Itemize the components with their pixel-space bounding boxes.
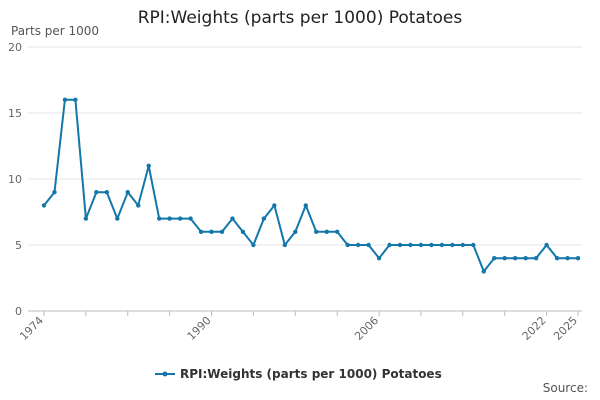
data-point-1993 <box>240 229 246 234</box>
data-point-1991 <box>219 229 225 234</box>
y-tick-label-0: 0 <box>15 305 22 318</box>
data-point-2005 <box>366 242 371 248</box>
x-tick-label-1974: 1974 <box>17 314 46 343</box>
data-point-1985 <box>156 216 162 221</box>
x-tick-label-1990: 1990 <box>185 314 214 343</box>
y-axis-unit-label: Parts per 1000 <box>11 24 100 38</box>
data-point-1992 <box>230 216 235 221</box>
data-point-1998 <box>293 229 298 234</box>
data-point-2019 <box>512 256 518 261</box>
data-point-2012 <box>439 242 445 248</box>
series-line <box>43 98 578 273</box>
data-point-2016 <box>481 269 486 274</box>
chart-title: RPI:Weights (parts per 1000) Potatoes <box>137 8 463 28</box>
data-point-1980 <box>104 190 110 195</box>
data-point-2006 <box>376 256 382 261</box>
data-point-2014 <box>460 242 466 248</box>
data-point-1999 <box>303 203 308 208</box>
data-point-1981 <box>115 216 120 221</box>
data-point-1989 <box>198 229 204 234</box>
y-tick-label-10: 10 <box>8 173 22 186</box>
data-point-2018 <box>502 256 507 261</box>
data-point-2015 <box>471 242 476 248</box>
data-point-1984 <box>146 163 151 168</box>
data-point-1995 <box>261 216 267 221</box>
source-label: Source: <box>542 381 588 395</box>
data-point-2004 <box>355 242 361 248</box>
legend-label: RPI:Weights (parts per 1000) Potatoes <box>180 367 442 381</box>
data-point-1979 <box>94 190 99 195</box>
data-point-1975 <box>52 190 57 195</box>
data-point-2001 <box>324 229 329 234</box>
data-point-1982 <box>125 190 130 195</box>
data-point-1977 <box>73 97 78 103</box>
data-point-1986 <box>167 216 172 221</box>
data-point-2020 <box>523 256 528 261</box>
data-point-2007 <box>387 242 392 248</box>
data-point-2009 <box>408 242 413 248</box>
data-point-2022 <box>544 242 549 248</box>
data-point-2002 <box>334 229 340 234</box>
data-point-2011 <box>429 242 434 248</box>
data-point-2008 <box>397 242 403 248</box>
x-tick-label-2025: 2025 <box>551 314 580 343</box>
data-point-1987 <box>177 216 183 221</box>
data-point-2023 <box>554 256 560 261</box>
data-point-1983 <box>136 203 141 208</box>
data-point-1974 <box>41 203 47 208</box>
data-point-2025 <box>575 256 581 261</box>
data-point-2021 <box>533 256 539 261</box>
legend-swatch-marker <box>162 371 168 377</box>
data-point-2013 <box>450 242 455 248</box>
x-tick-label-2022: 2022 <box>520 314 549 343</box>
data-point-1976 <box>62 97 68 103</box>
data-point-1994 <box>251 242 256 248</box>
x-tick-label-2006: 2006 <box>352 314 381 343</box>
y-tick-label-20: 20 <box>8 41 22 54</box>
data-point-2003 <box>345 242 350 248</box>
data-point-1997 <box>282 242 288 248</box>
y-tick-label-15: 15 <box>8 107 22 120</box>
data-point-1988 <box>188 216 193 221</box>
data-point-2010 <box>418 242 424 248</box>
data-point-2000 <box>314 229 319 234</box>
y-tick-label-5: 5 <box>15 239 22 252</box>
data-point-2017 <box>492 256 497 261</box>
data-point-2024 <box>565 256 570 261</box>
data-point-1996 <box>272 203 277 208</box>
data-point-1990 <box>209 229 214 234</box>
data-point-1978 <box>83 216 89 221</box>
